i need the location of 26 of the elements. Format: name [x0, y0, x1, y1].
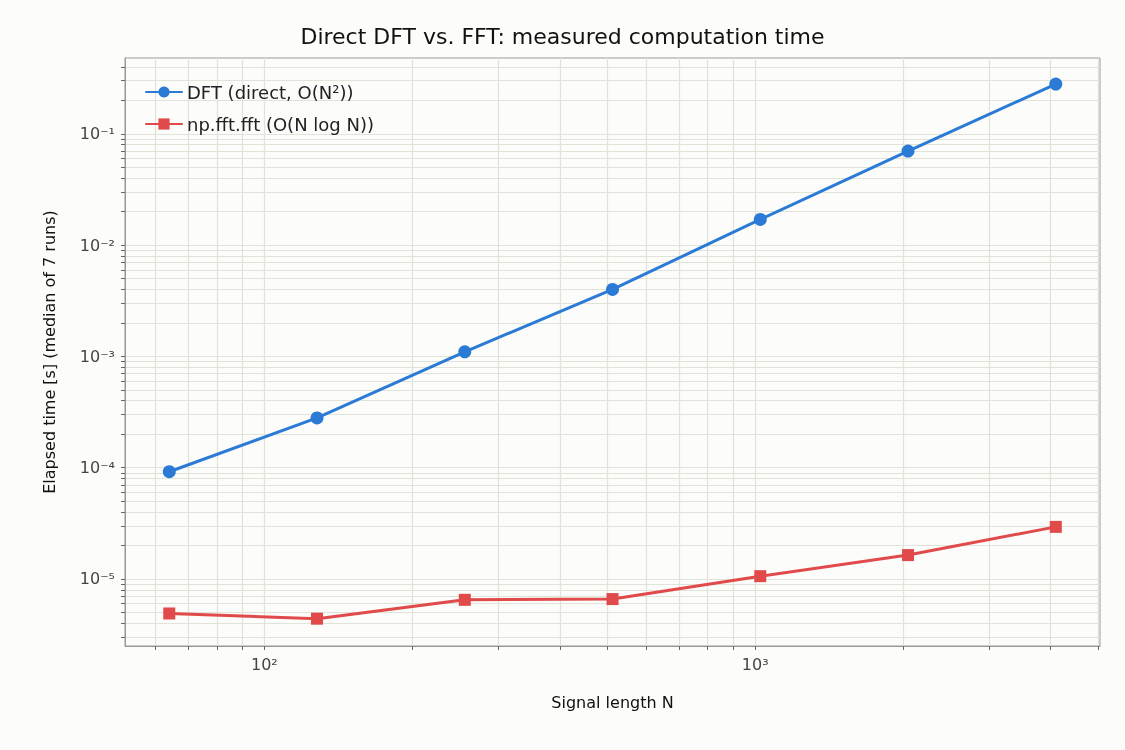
point	[162, 465, 176, 479]
point	[310, 411, 324, 425]
y-tick-label: 10⁻⁵	[79, 569, 115, 589]
x-tick-label: 10²	[251, 654, 278, 674]
point	[606, 593, 619, 606]
chart-title: Direct DFT vs. FFT: measured computation time	[300, 23, 825, 49]
point	[458, 593, 471, 606]
point	[458, 345, 472, 359]
point	[753, 212, 767, 226]
point	[606, 282, 620, 296]
x-axis-title: Signal length N	[551, 692, 674, 712]
point	[311, 612, 324, 625]
point	[163, 607, 176, 620]
point	[902, 549, 915, 562]
y-axis-title: Elapsed time [s] (median of 7 runs)	[39, 210, 59, 494]
point	[901, 144, 915, 158]
point	[1049, 520, 1062, 533]
y-tick-label: 10⁻³	[79, 346, 115, 366]
legend-label: np.fft.fft (O(N log N))	[187, 113, 374, 135]
point	[1049, 77, 1063, 91]
legend-label: DFT (direct, O(N²))	[187, 81, 354, 103]
y-tick-label: 10⁻⁴	[79, 458, 115, 478]
y-tick-label: 10⁻²	[79, 235, 115, 255]
x-tick-label: 10³	[741, 654, 769, 674]
y-tick-label: 10⁻¹	[79, 124, 115, 144]
point	[754, 570, 767, 583]
